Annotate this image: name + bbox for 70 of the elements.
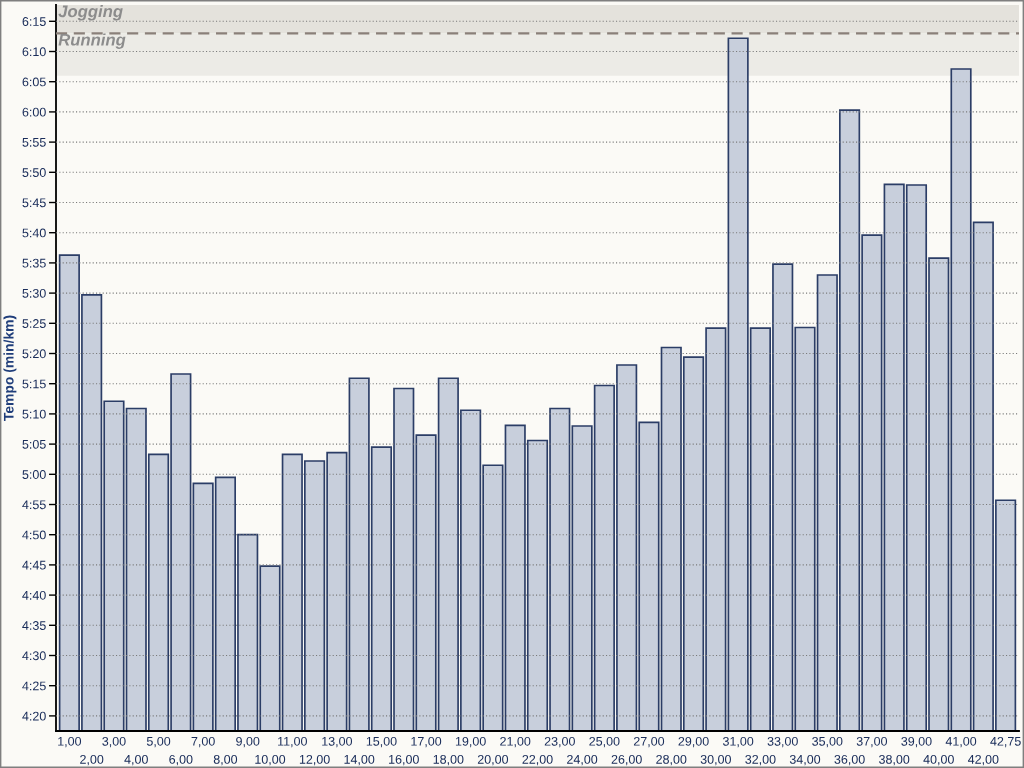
x-tick-label: 27,00 [633,736,665,748]
y-tick-label: 4:55 [22,500,46,510]
y-tick-label: 6:00 [22,107,46,117]
y-tick-label: 5:50 [22,168,46,177]
x-tick-label: 37,00 [856,736,888,748]
y-tick-label: 5:45 [22,198,46,208]
y-tick-label: 4:40 [22,590,46,600]
y-tick-label: 4:50 [22,530,46,540]
x-tick-label: 39,00 [901,736,932,748]
x-tick-label: 42,75 [990,736,1021,748]
x-tick-label: 10,00 [255,754,286,766]
x-tick-label: 17,00 [411,736,442,748]
y-tick-label: 5:15 [22,379,46,389]
y-tick-label: 5:10 [22,409,46,419]
x-tick-label: 35,00 [812,736,843,748]
x-tick-label: 3,00 [102,736,126,748]
x-tick-label: 30,00 [700,754,731,766]
x-tick-label: 5,00 [146,736,171,748]
x-tick-label: 31,00 [722,736,754,748]
x-tick-label: 14,00 [344,754,375,766]
x-tick-label: 6,00 [169,754,193,766]
x-tick-label: 13,00 [322,736,353,748]
x-tick-label: 32,00 [745,754,776,766]
x-tick-label: 20,00 [477,754,509,766]
y-tick-label: 4:35 [22,621,46,630]
y-tick-label: 5:55 [22,138,46,147]
x-tick-label: 18,00 [433,754,464,766]
x-tick-label: 16,00 [389,754,419,766]
y-tick-label: 5:25 [22,319,46,328]
x-tick-label: 22,00 [522,754,553,766]
x-tick-label: 40,00 [923,754,954,766]
x-tick-label: 34,00 [789,754,821,766]
x-tick-label: 19,00 [455,736,486,748]
x-tick-label: 8,00 [213,754,238,766]
x-tick-label: 28,00 [656,754,687,766]
x-tick-label: 21,00 [500,736,531,748]
x-tick-label: 41,00 [945,736,977,748]
x-tick-label: 23,00 [544,736,575,748]
x-tick-label: 33,00 [767,736,798,748]
x-tick-label: 26,00 [611,754,642,766]
x-tick-label: 12,00 [299,754,330,766]
y-tick-label: 4:20 [22,711,46,721]
x-tick-label: 38,00 [879,754,910,766]
band-label: Running [58,33,126,49]
x-tick-label: 2,00 [80,754,104,766]
y-tick-label: 6:10 [22,47,46,57]
y-tick-label: 5:40 [22,228,46,238]
x-tick-label: 4,00 [124,754,148,766]
y-axis-title: Tempo (min/km) [3,315,17,421]
y-tick-label: 4:30 [22,651,46,661]
x-tick-label: 24,00 [567,754,598,766]
y-tick-label: 5:30 [22,288,46,298]
y-tick-label: 5:20 [22,349,46,359]
x-tick-label: 7,00 [191,736,215,748]
y-tick-label: 6:15 [22,17,46,26]
x-tick-label: 42,00 [967,754,999,766]
y-tick-label: 5:05 [22,439,46,449]
x-tick-label: 29,00 [678,736,709,748]
x-tick-label: 15,00 [366,736,397,748]
y-tick-label: 5:00 [22,470,46,479]
x-tick-label: 1,00 [58,736,82,748]
x-tick-label: 36,00 [834,754,865,766]
x-tick-label: 11,00 [278,736,307,748]
x-tick-label: 9,00 [236,736,260,748]
y-tick-label: 5:35 [22,258,46,268]
y-tick-label: 4:45 [22,560,46,570]
y-tick-label: 6:05 [22,77,46,87]
band-label: Jogging [58,5,123,21]
x-tick-label: 25,00 [589,736,620,748]
y-tick-label: 4:25 [22,681,46,691]
